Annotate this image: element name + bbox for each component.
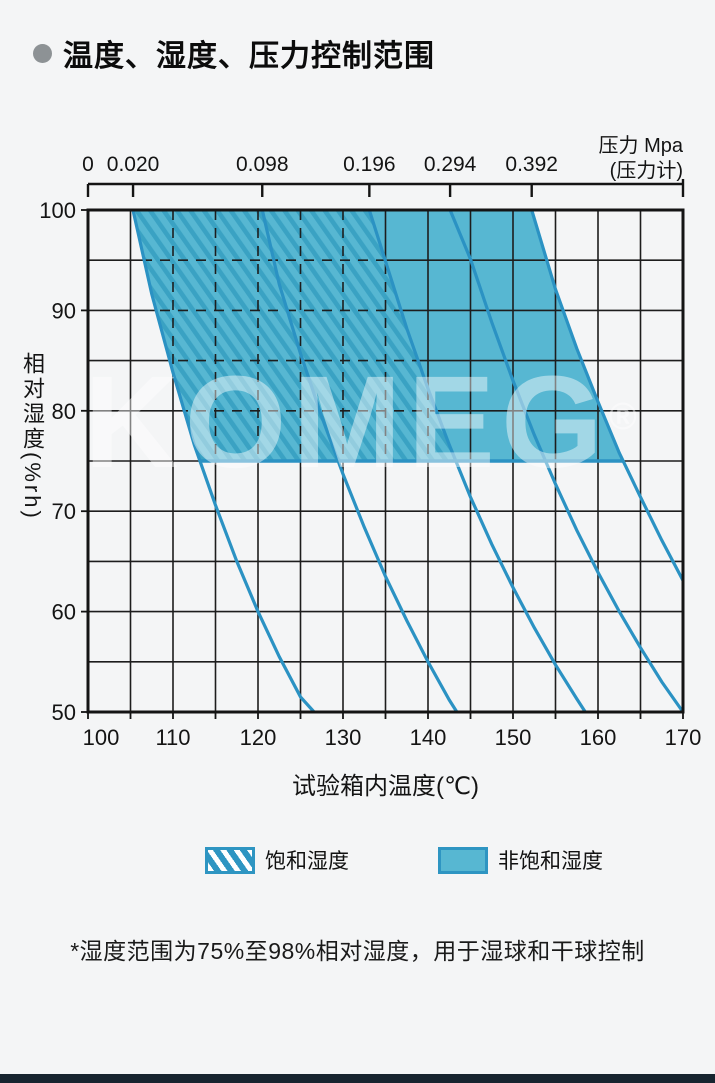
pressure-curve bbox=[367, 209, 587, 713]
legend-label: 饱和湿度 bbox=[265, 850, 349, 873]
pressure-curve bbox=[131, 209, 316, 714]
x-tick-label: 160 bbox=[580, 725, 617, 750]
x-tick-label: 140 bbox=[410, 725, 447, 750]
x-tick-label: 170 bbox=[665, 725, 702, 750]
y-axis-ticks: 100 90 80 70 60 50 bbox=[39, 198, 76, 725]
x-tick-label: 130 bbox=[325, 725, 362, 750]
page-title: 温度、湿度、压力控制范围 bbox=[63, 40, 435, 73]
x-tick-label: 150 bbox=[495, 725, 532, 750]
x-tick-label: 120 bbox=[240, 725, 277, 750]
pressure-curve bbox=[260, 209, 459, 713]
pressure-axis: 0 0.020 0.098 0.196 0.294 0.392 压力 Mpa(压力计) bbox=[82, 134, 685, 197]
y-tick-label: 100 bbox=[39, 198, 76, 223]
pressure-curve bbox=[448, 209, 685, 713]
y-tick-label: 70 bbox=[52, 499, 76, 524]
legend-item-unsaturated: 非饱和湿度 bbox=[438, 845, 603, 875]
pressure-axis-subtitle: (压力计) bbox=[610, 159, 683, 182]
pressure-tick-label: 0 bbox=[82, 153, 94, 176]
axis-tick-stubs bbox=[81, 209, 684, 719]
y-tick-label: 80 bbox=[52, 399, 76, 424]
pressure-axis-title: 压力 Mpa bbox=[599, 134, 684, 157]
pressure-curve bbox=[530, 209, 685, 582]
y-tick-label: 60 bbox=[52, 600, 76, 625]
pressure-tick-label: 0.392 bbox=[505, 153, 558, 176]
legend: 饱和湿度 非饱和湿度 bbox=[0, 845, 715, 875]
solid-swatch-icon bbox=[438, 846, 488, 874]
footnote: *湿度范围为75%至98%相对湿度，用于湿球和干球控制 bbox=[70, 938, 645, 964]
hatched-swatch-icon bbox=[205, 846, 255, 874]
x-axis-ticks: 100 110 120 130 140 150 160 170 bbox=[83, 725, 702, 750]
page-header: 温度、湿度、压力控制范围 bbox=[33, 31, 435, 75]
legend-item-saturated: 饱和湿度 bbox=[205, 845, 349, 875]
pressure-curves bbox=[131, 209, 685, 714]
section-divider-bar bbox=[0, 1074, 715, 1083]
y-tick-label: 90 bbox=[52, 298, 76, 323]
pressure-tick-label: 0.196 bbox=[343, 153, 396, 176]
x-axis-title: 试验箱内温度(℃) bbox=[292, 773, 479, 800]
y-tick-label: 50 bbox=[52, 700, 76, 725]
pressure-tick-label: 0.020 bbox=[107, 153, 160, 176]
x-tick-label: 100 bbox=[83, 725, 120, 750]
bullet-icon bbox=[33, 43, 52, 63]
legend-label: 非饱和湿度 bbox=[498, 850, 603, 873]
x-tick-label: 110 bbox=[155, 725, 190, 750]
pressure-tick-label: 0.098 bbox=[236, 153, 289, 176]
y-axis-title: 相对湿度(%rh) bbox=[20, 352, 45, 521]
pressure-tick-label: 0.294 bbox=[424, 153, 477, 176]
